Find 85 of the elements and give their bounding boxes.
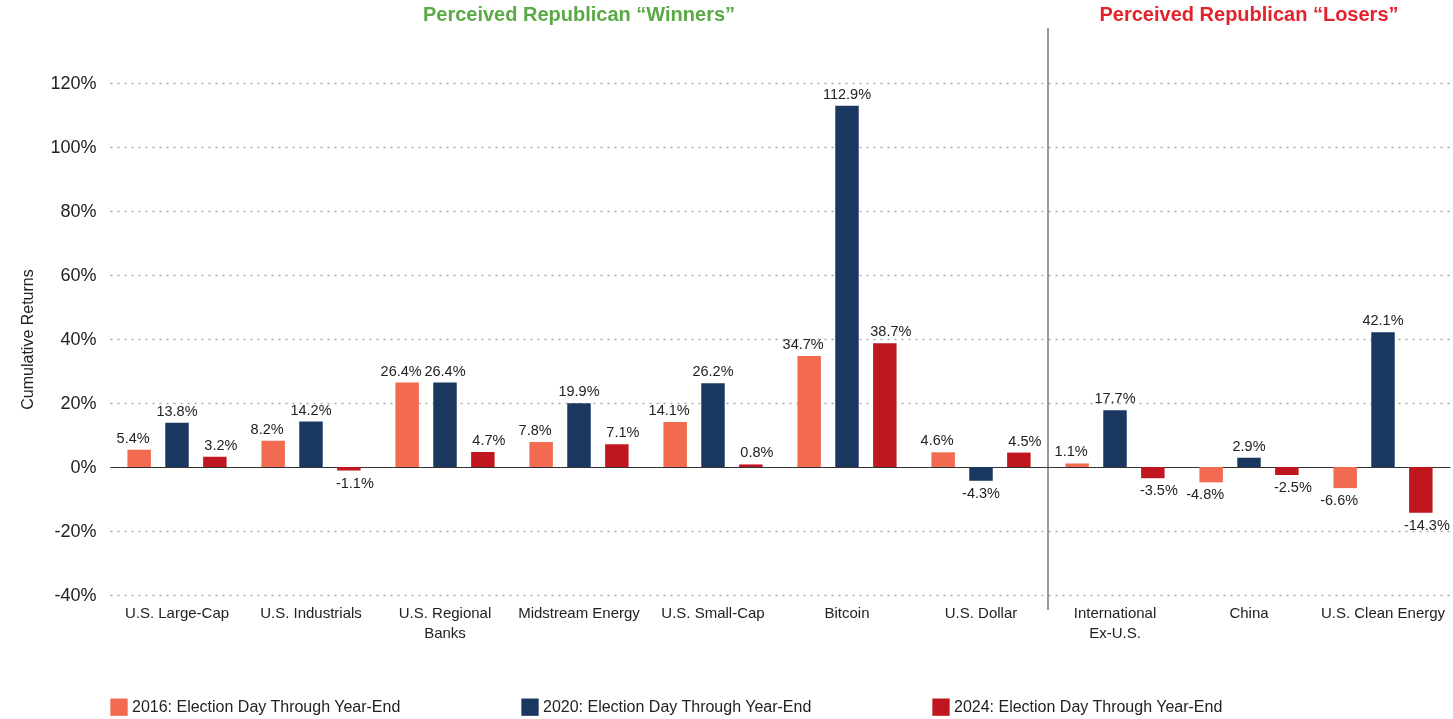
bar — [969, 467, 993, 481]
bar — [739, 464, 763, 467]
bar — [663, 421, 687, 467]
x-tick-label: International Ex-U.S. — [1073, 603, 1157, 641]
bar — [165, 422, 189, 467]
y-tick-label: -40% — [54, 584, 97, 605]
bar — [471, 451, 495, 467]
data-label: 14.2% — [290, 401, 332, 418]
data-label: -4.8% — [1186, 486, 1225, 503]
data-label: -14.3% — [1403, 516, 1450, 533]
legend-label: 2020: Election Day Through Year-End — [543, 698, 812, 716]
bar — [1007, 452, 1031, 467]
bar — [1237, 457, 1261, 467]
bar — [701, 383, 725, 467]
y-tick-label: 40% — [60, 328, 97, 349]
data-label: 1.1% — [1054, 443, 1088, 460]
y-tick-label: 20% — [60, 392, 97, 413]
bar — [873, 343, 897, 467]
data-label: 5.4% — [116, 429, 150, 446]
y-tick-label: 80% — [60, 200, 97, 221]
text: Perceived Republican “Winners” — [422, 3, 736, 25]
data-label: 42.1% — [1362, 312, 1404, 329]
data-label: 7.8% — [518, 422, 552, 439]
bar — [299, 421, 323, 467]
data-label: 4.7% — [472, 431, 506, 448]
bar — [433, 382, 457, 467]
x-tick-label: Midstream Energy — [518, 603, 641, 621]
bar — [1275, 467, 1299, 475]
bar — [797, 355, 821, 467]
x-tick-label: U.S. Dollar — [944, 603, 1018, 621]
bar — [1333, 467, 1357, 489]
data-label: 2.9% — [1232, 437, 1266, 454]
x-tick-label: U.S. Clean Energy — [1320, 603, 1446, 621]
bar — [395, 382, 419, 467]
bar — [203, 456, 227, 467]
x-tick-label: Bitcoin — [824, 603, 870, 621]
bar — [1065, 463, 1089, 467]
text: Perceived Republican “Losers” — [1099, 3, 1399, 25]
data-label: 8.2% — [250, 420, 284, 437]
bar — [1199, 467, 1223, 483]
data-label: 13.8% — [156, 402, 198, 419]
data-label: 26.4% — [424, 362, 466, 379]
bar — [529, 442, 553, 467]
data-label: -4.3% — [962, 484, 1001, 501]
bar — [931, 452, 955, 467]
data-label: 3.2% — [204, 436, 238, 453]
x-tick-label: U.S. Regional Banks — [398, 603, 492, 641]
data-label: -2.5% — [1273, 479, 1312, 495]
legend-label: 2024: Election Day Through Year-End — [954, 698, 1223, 716]
y-tick-label: 0% — [70, 456, 97, 477]
x-tick-label: China — [1229, 603, 1270, 621]
data-label: 112.9% — [822, 85, 872, 102]
x-tick-label: U.S. Large-Cap — [124, 603, 230, 621]
data-label: -6.6% — [1320, 492, 1359, 509]
legend-label: 2016: Election Day Through Year-End — [132, 698, 401, 716]
bar — [1103, 410, 1127, 467]
bar — [605, 444, 629, 467]
data-label: 34.7% — [782, 335, 824, 352]
data-label: -1.1% — [335, 474, 374, 491]
y-tick-label: 60% — [60, 264, 97, 285]
data-label: 0.8% — [740, 444, 774, 461]
bar — [1141, 467, 1165, 479]
data-label: 17.7% — [1094, 390, 1136, 407]
bar — [127, 449, 151, 467]
data-label: 4.6% — [920, 432, 954, 449]
data-label: -3.5% — [1139, 482, 1178, 499]
data-label: 38.7% — [870, 323, 912, 340]
data-label: 26.2% — [692, 363, 734, 380]
data-label: 7.1% — [606, 424, 640, 441]
bar — [1409, 467, 1433, 513]
bar — [1371, 332, 1395, 467]
data-label: 26.4% — [380, 362, 422, 379]
y-tick-label: -20% — [54, 520, 97, 541]
bar — [567, 403, 591, 467]
data-label: 4.5% — [1008, 432, 1042, 449]
y-tick-label: 100% — [50, 136, 97, 157]
y-axis-title: Cumulative Returns — [19, 269, 37, 410]
bar — [337, 467, 361, 471]
bar — [261, 440, 285, 467]
bar — [835, 105, 859, 467]
x-tick-label: U.S. Small-Cap — [661, 603, 765, 621]
data-label: 19.9% — [558, 383, 600, 400]
y-tick-label: 120% — [50, 72, 97, 93]
x-tick-label: U.S. Industrials — [260, 603, 362, 621]
data-label: 14.1% — [648, 401, 690, 418]
